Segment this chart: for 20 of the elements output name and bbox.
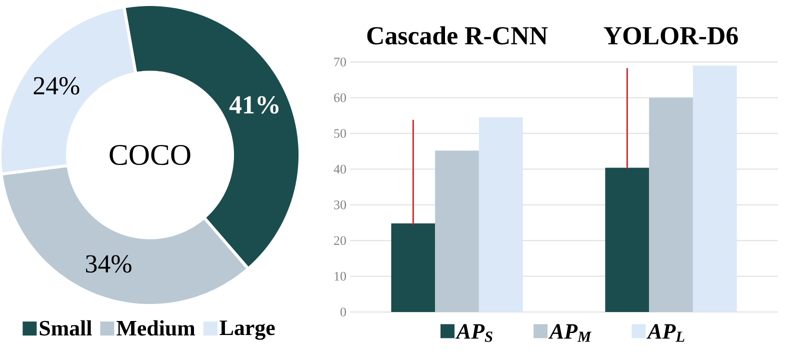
legend-label: Medium (116, 320, 196, 336)
y-tick-label: 60 (334, 93, 346, 102)
x-tick-label: Cascade R-CNN (367, 26, 548, 44)
legend-label: AP$_{L}$ (646, 324, 684, 342)
x-tick-label: YOLOR-D6 (604, 27, 738, 44)
y-tick-label: 40 (334, 164, 346, 174)
legend-label: AP$_{S}$ (455, 324, 492, 342)
text: COCO (110, 144, 190, 166)
legend-label: AP$_{M}$ (548, 324, 592, 342)
legend-label: Large (220, 320, 275, 340)
y-tick-label: 30 (334, 200, 346, 210)
y-tick-label: 50 (334, 129, 346, 138)
y-tick-label: 70 (334, 58, 346, 66)
data-label: 41% (229, 96, 278, 114)
data-label: 34% (86, 255, 132, 273)
y-tick-label: 10 (334, 272, 346, 281)
data-label: 24% (34, 77, 80, 95)
y-tick-label: 0 (340, 308, 346, 316)
legend-label: Small (40, 320, 92, 336)
y-tick-label: 20 (334, 236, 346, 245)
